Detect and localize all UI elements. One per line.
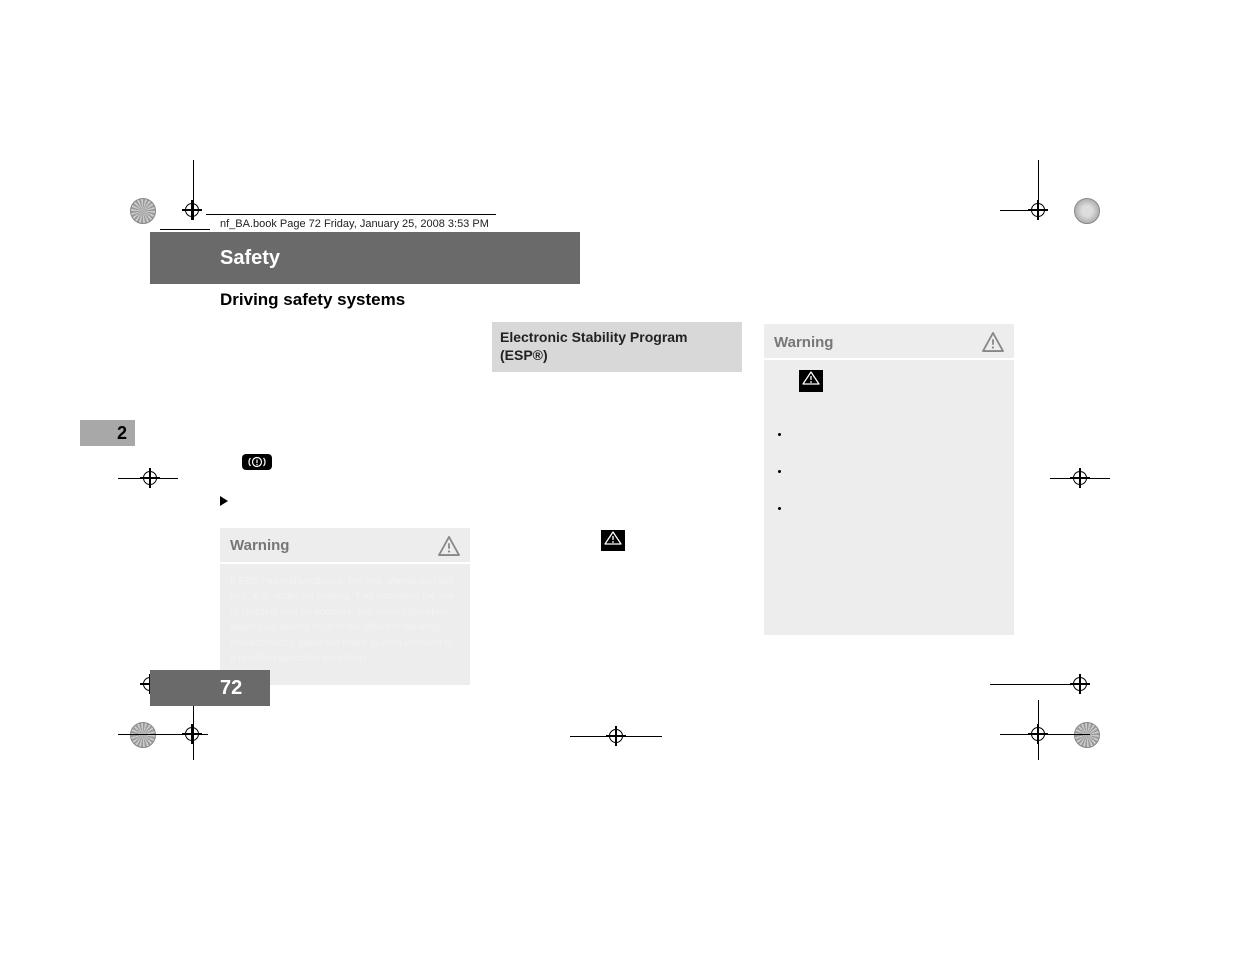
paragraph: Observe the "Important safety notes" — [235, 497, 415, 509]
column-3: Warning If the ESP® warning lamp lights … — [764, 322, 1014, 685]
warning-box: Warning If the ESP® warning lamp lights … — [764, 322, 1014, 635]
list-item: only depress the accelerator pedal as fa… — [790, 464, 1004, 495]
list-item: adapt your driving style to suit the pre… — [790, 501, 1004, 532]
paragraph: and — [275, 456, 293, 468]
esp-warning-icon — [601, 530, 625, 552]
warning-body: If EBD has malfunctioned, the rear wheel… — [220, 564, 470, 685]
col1-text: If the EBD malfunctions, the brake syste… — [220, 322, 470, 512]
chapter-number-tab: 2 — [80, 420, 135, 446]
paragraph: If ESP® intervenes, the — [494, 535, 598, 546]
chapter-number: 2 — [117, 423, 127, 444]
list-item: do not deactivate ESP® under any circums… — [790, 427, 1004, 458]
paragraph: Observe the "Important safety notes" sec… — [774, 540, 1004, 618]
warning-triangle-icon — [438, 536, 460, 556]
column-2: Electronic Stability Program (ESP®) ESP®… — [492, 322, 742, 685]
paragraph: ESP® monitors driving stability and trac… — [494, 382, 738, 517]
paragraph: If the — [774, 375, 796, 386]
brake-warning-icon — [242, 454, 272, 470]
page-number-bar: 72 — [150, 670, 270, 706]
warning-box: Warning If EBD has malfunctioned, the re… — [220, 526, 470, 685]
warning-title: Warning — [230, 537, 289, 554]
section-subtitle: Driving safety systems — [220, 290, 405, 310]
warning-body: If the ESP® warning lamp lights up conti… — [764, 360, 1014, 635]
col2-text: ESP® monitors driving stability and trac… — [492, 372, 742, 575]
chapter-title: Safety — [220, 247, 280, 270]
chapter-title-bar: Safety — [150, 232, 580, 284]
warning-triangle-icon — [982, 332, 1004, 352]
esp-warning-icon — [799, 370, 823, 392]
print-header: nf_BA.book Page 72 Friday, January 25, 2… — [220, 218, 489, 230]
paragraph: If the EBD malfunctions, the brake syste… — [220, 324, 468, 468]
action-arrow-icon — [220, 496, 228, 506]
warning-bullet-list: do not deactivate ESP® under any circums… — [774, 427, 1004, 532]
warning-title: Warning — [774, 334, 833, 351]
column-1: If the EBD malfunctions, the brake syste… — [220, 322, 470, 685]
esp-heading: Electronic Stability Program (ESP®) — [492, 322, 742, 372]
page-number: 72 — [220, 677, 242, 700]
